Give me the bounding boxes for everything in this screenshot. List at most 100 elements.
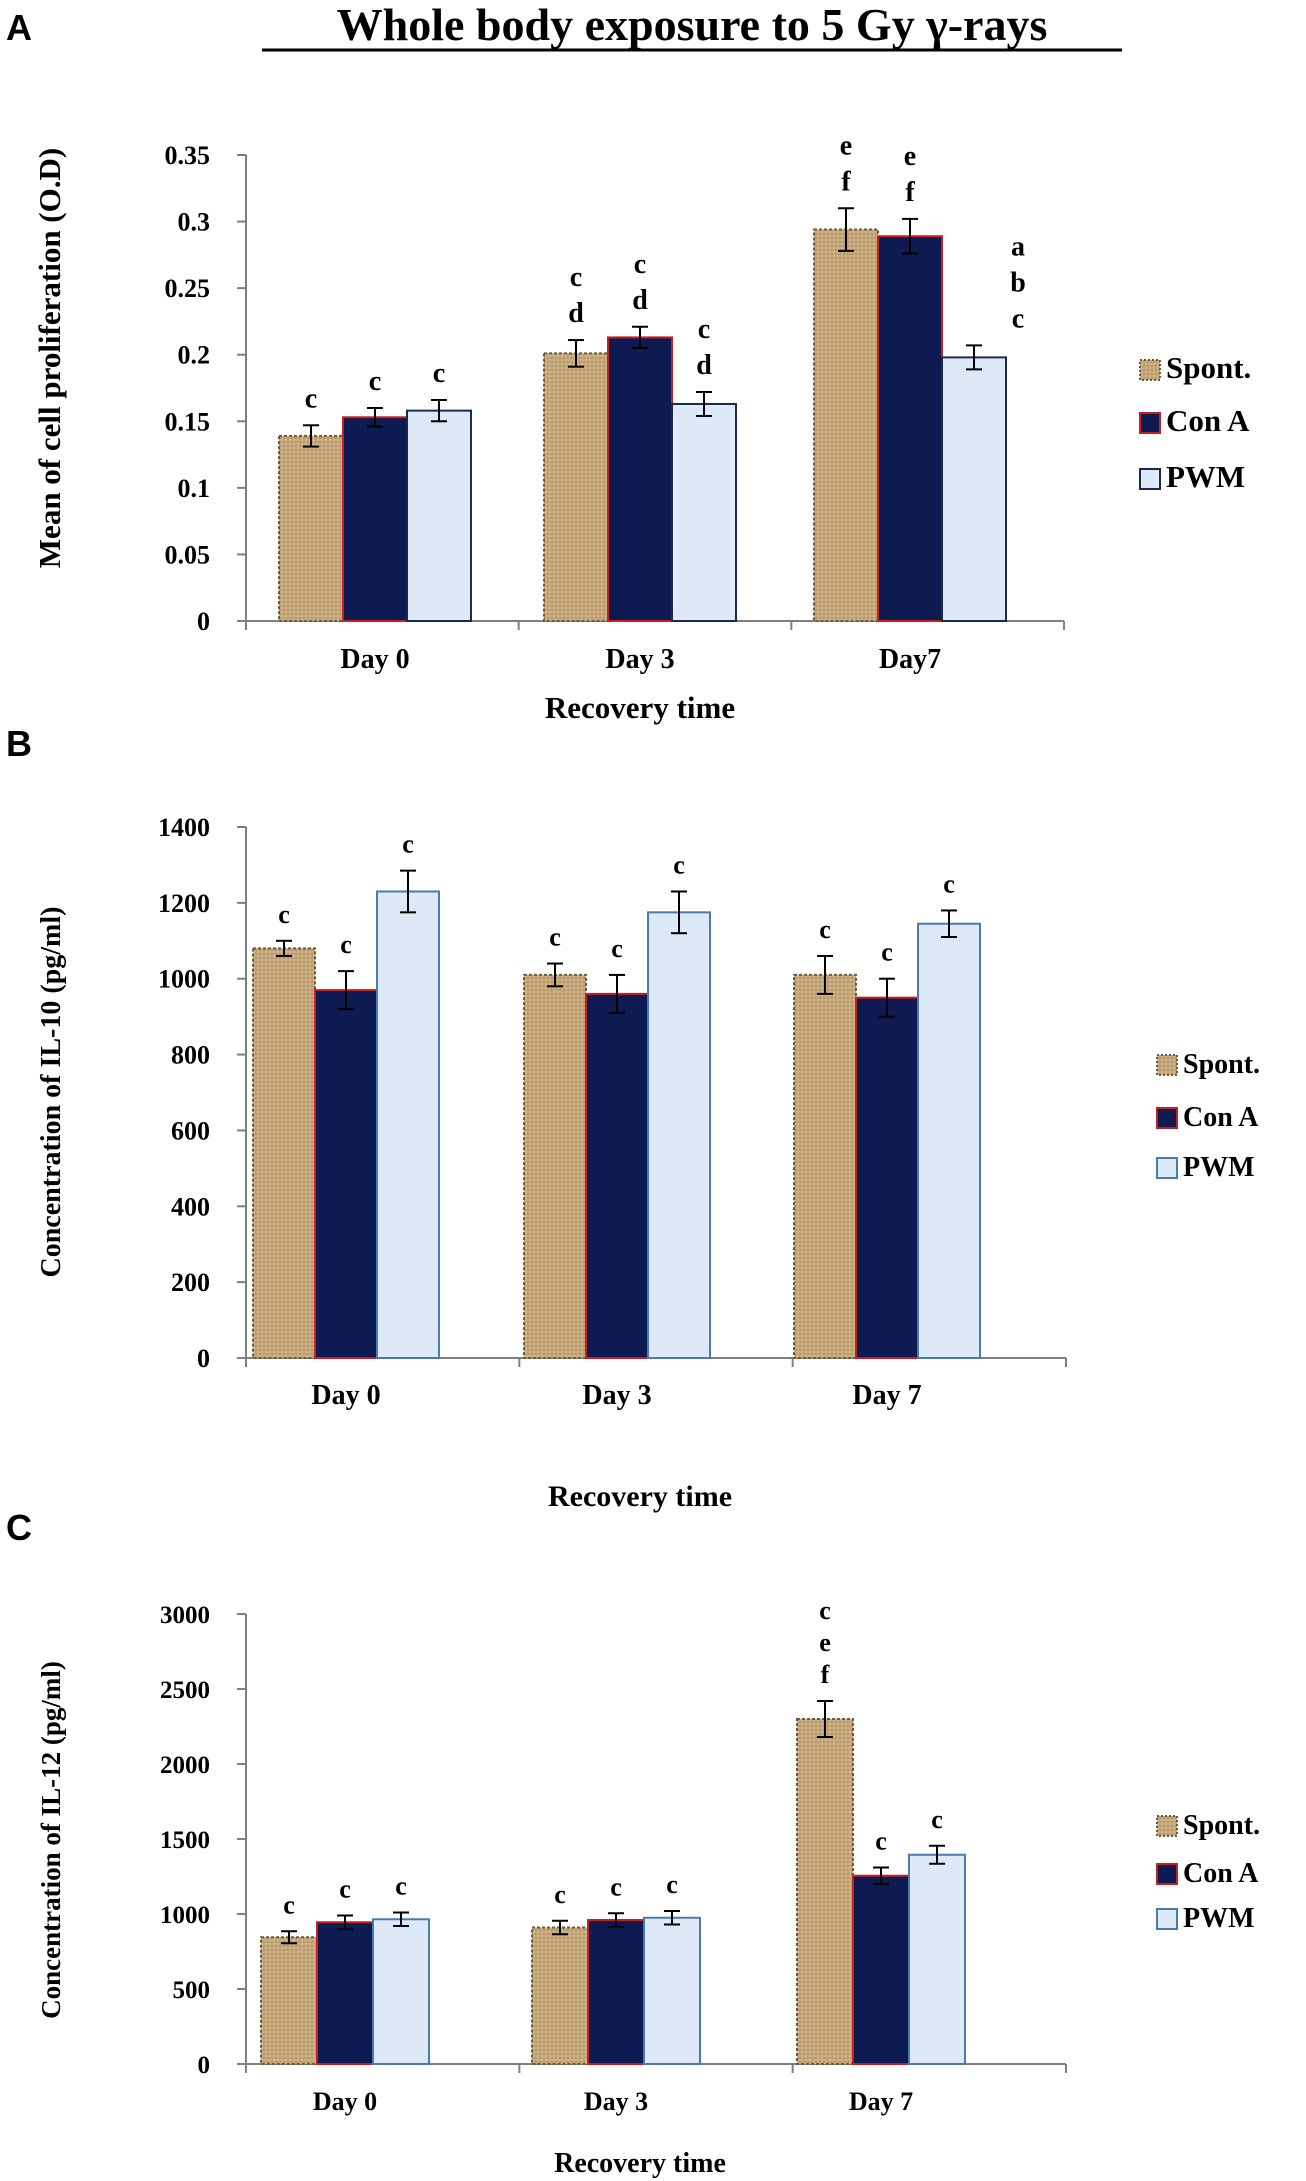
panel-c-label: C	[6, 1507, 32, 1548]
panel-a-label: A	[6, 7, 32, 48]
legend-swatch-spont	[1139, 359, 1161, 381]
significance-letter: c	[610, 1872, 622, 1901]
significance-letter: c	[634, 249, 646, 280]
significance-letter: c	[931, 1805, 943, 1834]
significance-letter: c	[673, 850, 685, 879]
significance-letter: c	[305, 383, 317, 414]
bar-spont	[793, 973, 857, 1360]
significance-letter: c	[549, 923, 561, 952]
x-category-label: Day 0	[340, 644, 409, 675]
x-category-label: Day 3	[605, 644, 674, 675]
bar-spont	[523, 973, 587, 1360]
y-axis-title: Concentration of IL-12 (pg/ml)	[36, 1661, 66, 2019]
bar-spont	[796, 1718, 854, 2065]
bar-pwm	[908, 1853, 966, 2065]
y-tick-label: 1000	[160, 1902, 210, 1929]
bar-cona	[316, 1921, 374, 2065]
panel-c-chart: 0 500 1000 1500 2000 2500 3000 Day 0 Day 3 Day 7 c…	[36, 1596, 1260, 2179]
significance-letter: d	[568, 298, 584, 329]
significance-letter: c	[1012, 303, 1024, 334]
y-tick-label: 0.05	[165, 540, 211, 569]
significance-letter: c	[402, 830, 414, 859]
bar-pwm	[647, 911, 711, 1359]
bar-spont	[531, 1926, 589, 2065]
y-tick-label: 0.15	[165, 407, 211, 436]
legend-label-cona: Con A	[1183, 1102, 1259, 1133]
bar-cona	[587, 1919, 645, 2065]
y-tick-label: 600	[171, 1116, 210, 1145]
legend-label-spont: Spont.	[1166, 350, 1251, 385]
bar-spont	[278, 434, 344, 622]
significance-letter: c	[278, 900, 290, 929]
y-tick-label: 0.1	[178, 474, 211, 503]
y-tick-label: 0.25	[165, 274, 211, 303]
bar-cona	[877, 235, 943, 623]
figure-title: Whole body exposure to 5 Gy γ-rays	[337, 0, 1048, 50]
y-tick-label: 0	[198, 2052, 211, 2079]
x-category-label: Day 3	[584, 2087, 648, 2116]
y-tick-label: 400	[171, 1192, 210, 1221]
x-category-label: Day7	[879, 644, 941, 675]
legend-swatch-spont	[1156, 1815, 1178, 1837]
legend-swatch-cona	[1156, 1863, 1178, 1885]
bar-cona	[607, 336, 673, 622]
y-tick-label: 1200	[158, 889, 210, 918]
bar-cona	[342, 416, 408, 623]
bar-cona	[585, 992, 649, 1360]
y-tick-label: 0	[197, 607, 210, 636]
significance-letter: c	[666, 1870, 678, 1899]
legend-label-pwm: PWM	[1166, 459, 1245, 494]
legend-swatch-cona	[1139, 412, 1161, 434]
y-axis-title: Concentration of IL-10 (pg/ml)	[36, 907, 67, 1278]
legend-swatch-pwm	[1156, 1157, 1178, 1179]
bar-cona	[314, 989, 378, 1359]
legend-label-pwm: PWM	[1183, 1903, 1255, 1934]
x-category-label: Day 7	[852, 1380, 921, 1411]
x-axis-title: Recovery time	[545, 690, 735, 725]
bar-cona	[855, 996, 919, 1360]
bar-pwm	[643, 1916, 701, 2065]
significance-letter: c	[875, 1827, 887, 1856]
panel-a-chart: 0 0.05 0.1 0.15 0.2 0.25 0.3 0.35 Day 0 Day 3 Day7…	[32, 130, 1251, 725]
significance-letter: c	[369, 366, 381, 397]
bar-pwm	[917, 922, 981, 1359]
significance-letter: e	[819, 1628, 831, 1657]
y-tick-label: 800	[171, 1041, 210, 1070]
significance-letter: f	[841, 166, 851, 197]
bar-pwm	[941, 356, 1007, 622]
y-tick-label: 1000	[158, 965, 210, 994]
bar-cona	[852, 1874, 910, 2065]
significance-letter: a	[1011, 231, 1025, 262]
significance-letter: c	[339, 1875, 351, 1904]
y-tick-label: 1500	[160, 1827, 210, 1854]
legend-label-spont: Spont.	[1183, 1810, 1260, 1841]
significance-letter: c	[395, 1872, 407, 1901]
legend-swatch-cona	[1156, 1107, 1178, 1129]
legend-swatch-pwm	[1156, 1908, 1178, 1930]
x-category-label: Day 3	[582, 1380, 651, 1411]
significance-letter: e	[904, 141, 916, 172]
significance-letter: c	[340, 930, 352, 959]
y-tick-label: 3000	[160, 1602, 210, 1629]
significance-letter: c	[698, 314, 710, 345]
significance-letter: c	[283, 1890, 295, 1919]
significance-letter: d	[696, 350, 712, 381]
bar-pwm	[376, 890, 440, 1359]
y-tick-label: 0.35	[165, 141, 211, 170]
bar-spont	[813, 228, 879, 622]
significance-letter: c	[554, 1880, 566, 1909]
y-tick-label: 2500	[160, 1677, 210, 1704]
legend-label-cona: Con A	[1166, 403, 1250, 438]
y-tick-label: 500	[173, 1977, 211, 2004]
bar-pwm	[372, 1918, 430, 2065]
bar-spont	[252, 947, 316, 1359]
legend-label-spont: Spont.	[1183, 1049, 1260, 1080]
y-axis-title: Mean of cell proliferation (O.D)	[32, 148, 67, 568]
legend-label-cona: Con A	[1183, 1858, 1259, 1889]
significance-letter: c	[433, 358, 445, 389]
x-axis-title: Recovery time	[548, 1480, 732, 1513]
significance-letter: c	[570, 262, 582, 293]
significance-letter: c	[611, 934, 623, 963]
bar-pwm	[406, 409, 472, 622]
